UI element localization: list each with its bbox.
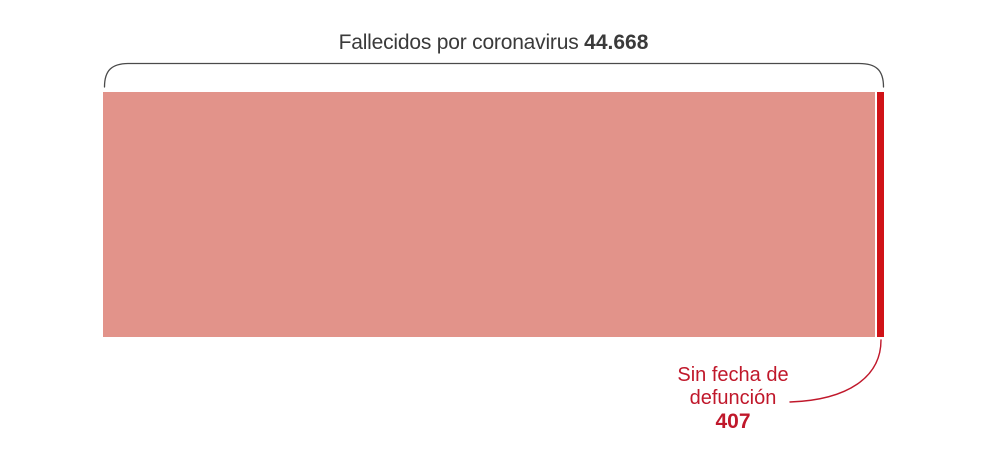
annotation-line-2: defunción xyxy=(689,387,777,409)
total-bracket-line xyxy=(103,62,885,88)
chart-title-label: Fallecidos por coronavirus xyxy=(338,31,579,54)
chart-title: Fallecidos por coronavirus 44.668 xyxy=(103,31,884,55)
highlight-annotation: Sin fecha de defunción 407 xyxy=(648,364,818,433)
chart-title-value: 44.668 xyxy=(584,31,649,54)
bar-segment-main xyxy=(103,92,875,337)
bar-segment-highlight xyxy=(876,92,884,337)
annotation-line-1: Sin fecha de xyxy=(677,364,789,386)
annotation-value: 407 xyxy=(715,410,751,433)
deaths-bar xyxy=(103,92,884,337)
